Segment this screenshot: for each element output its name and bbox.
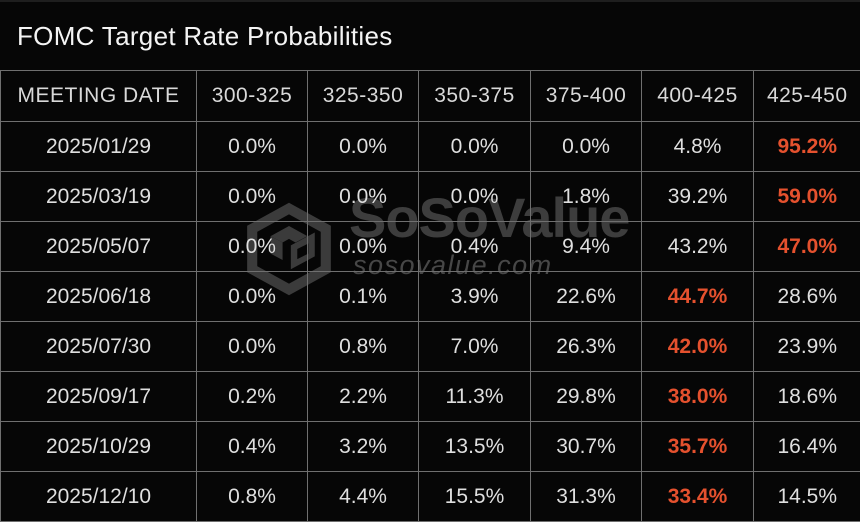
probability-cell: 11.3%: [418, 371, 531, 422]
fomc-probability-table: MEETING DATE 300-325 325-350 350-375 375-400…: [0, 70, 860, 522]
probability-cell: 9.4%: [530, 221, 642, 272]
top-edge-divider: [0, 0, 860, 2]
probability-cell: 13.5%: [418, 421, 531, 472]
probability-cell: 14.5%: [753, 471, 860, 522]
probability-cell: 28.6%: [753, 271, 860, 322]
col-header-rate-range: 325-350: [307, 70, 419, 122]
probability-cell: 4.8%: [641, 121, 754, 172]
probability-cell: 23.9%: [753, 321, 860, 372]
probability-cell: 0.8%: [196, 471, 308, 522]
probability-cell: 0.4%: [196, 421, 308, 472]
col-header-rate-range: 400-425: [641, 70, 754, 122]
table-row: 2025/05/07 0.0% 0.0% 0.4% 9.4% 43.2% 47.0%: [0, 221, 860, 272]
probability-cell: 22.6%: [530, 271, 642, 322]
probability-cell: 39.2%: [641, 171, 754, 222]
meeting-date-cell: 2025/07/30: [0, 321, 197, 372]
probability-cell-highlighted: 47.0%: [753, 221, 860, 272]
probability-cell-highlighted: 95.2%: [753, 121, 860, 172]
probability-cell: 0.0%: [196, 221, 308, 272]
col-header-rate-range: 425-450: [753, 70, 860, 122]
meeting-date-cell: 2025/09/17: [0, 371, 197, 422]
probability-cell: 0.0%: [530, 121, 642, 172]
probability-cell-highlighted: 59.0%: [753, 171, 860, 222]
probability-cell: 3.2%: [307, 421, 419, 472]
probability-cell: 0.4%: [418, 221, 531, 272]
probability-cell-highlighted: 42.0%: [641, 321, 754, 372]
col-header-meeting-date: MEETING DATE: [0, 70, 197, 122]
probability-cell: 0.0%: [196, 271, 308, 322]
probability-cell-highlighted: 35.7%: [641, 421, 754, 472]
meeting-date-cell: 2025/03/19: [0, 171, 197, 222]
probability-cell: 43.2%: [641, 221, 754, 272]
probability-cell-highlighted: 38.0%: [641, 371, 754, 422]
probability-cell: 29.8%: [530, 371, 642, 422]
col-header-rate-range: 300-325: [196, 70, 308, 122]
probability-cell: 0.0%: [196, 121, 308, 172]
probability-cell: 0.2%: [196, 371, 308, 422]
probability-cell: 0.8%: [307, 321, 419, 372]
table-row: 2025/01/29 0.0% 0.0% 0.0% 0.0% 4.8% 95.2%: [0, 121, 860, 172]
probability-cell: 0.0%: [196, 321, 308, 372]
probability-table-container: MEETING DATE 300-325 325-350 350-375 375-400…: [0, 70, 860, 522]
page-title: FOMC Target Rate Probabilities: [17, 20, 393, 51]
probability-cell: 0.0%: [307, 221, 419, 272]
probability-cell: 7.0%: [418, 321, 531, 372]
table-row: 2025/07/30 0.0% 0.8% 7.0% 26.3% 42.0% 23.9%: [0, 321, 860, 372]
probability-cell: 16.4%: [753, 421, 860, 472]
probability-cell: 1.8%: [530, 171, 642, 222]
meeting-date-cell: 2025/01/29: [0, 121, 197, 172]
probability-cell: 15.5%: [418, 471, 531, 522]
probability-cell: 0.1%: [307, 271, 419, 322]
probability-cell: 26.3%: [530, 321, 642, 372]
meeting-date-cell: 2025/06/18: [0, 271, 197, 322]
probability-cell: 30.7%: [530, 421, 642, 472]
probability-cell: 0.0%: [418, 121, 531, 172]
meeting-date-cell: 2025/10/29: [0, 421, 197, 472]
table-row: 2025/09/17 0.2% 2.2% 11.3% 29.8% 38.0% 18.6%: [0, 371, 860, 422]
probability-cell: 3.9%: [418, 271, 531, 322]
header-row: MEETING DATE 300-325 325-350 350-375 375-400…: [0, 70, 860, 122]
col-header-rate-range: 350-375: [418, 70, 531, 122]
probability-cell: 0.0%: [418, 171, 531, 222]
probability-cell-highlighted: 33.4%: [641, 471, 754, 522]
meeting-date-cell: 2025/05/07: [0, 221, 197, 272]
probability-cell: 18.6%: [753, 371, 860, 422]
meeting-date-cell: 2025/12/10: [0, 471, 197, 522]
probability-cell: 4.4%: [307, 471, 419, 522]
table-row: 2025/06/18 0.0% 0.1% 3.9% 22.6% 44.7% 28.6%: [0, 271, 860, 322]
probability-cell-highlighted: 44.7%: [641, 271, 754, 322]
probability-cell: 0.0%: [196, 171, 308, 222]
table-row: 2025/12/10 0.8% 4.4% 15.5% 31.3% 33.4% 14.5%: [0, 471, 860, 522]
probability-cell: 2.2%: [307, 371, 419, 422]
probability-cell: 31.3%: [530, 471, 642, 522]
title-bar: FOMC Target Rate Probabilities: [0, 2, 860, 70]
table-row: 2025/03/19 0.0% 0.0% 0.0% 1.8% 39.2% 59.0%: [0, 171, 860, 222]
probability-cell: 0.0%: [307, 121, 419, 172]
probability-cell: 0.0%: [307, 171, 419, 222]
col-header-rate-range: 375-400: [530, 70, 642, 122]
table-row: 2025/10/29 0.4% 3.2% 13.5% 30.7% 35.7% 16.4%: [0, 421, 860, 472]
